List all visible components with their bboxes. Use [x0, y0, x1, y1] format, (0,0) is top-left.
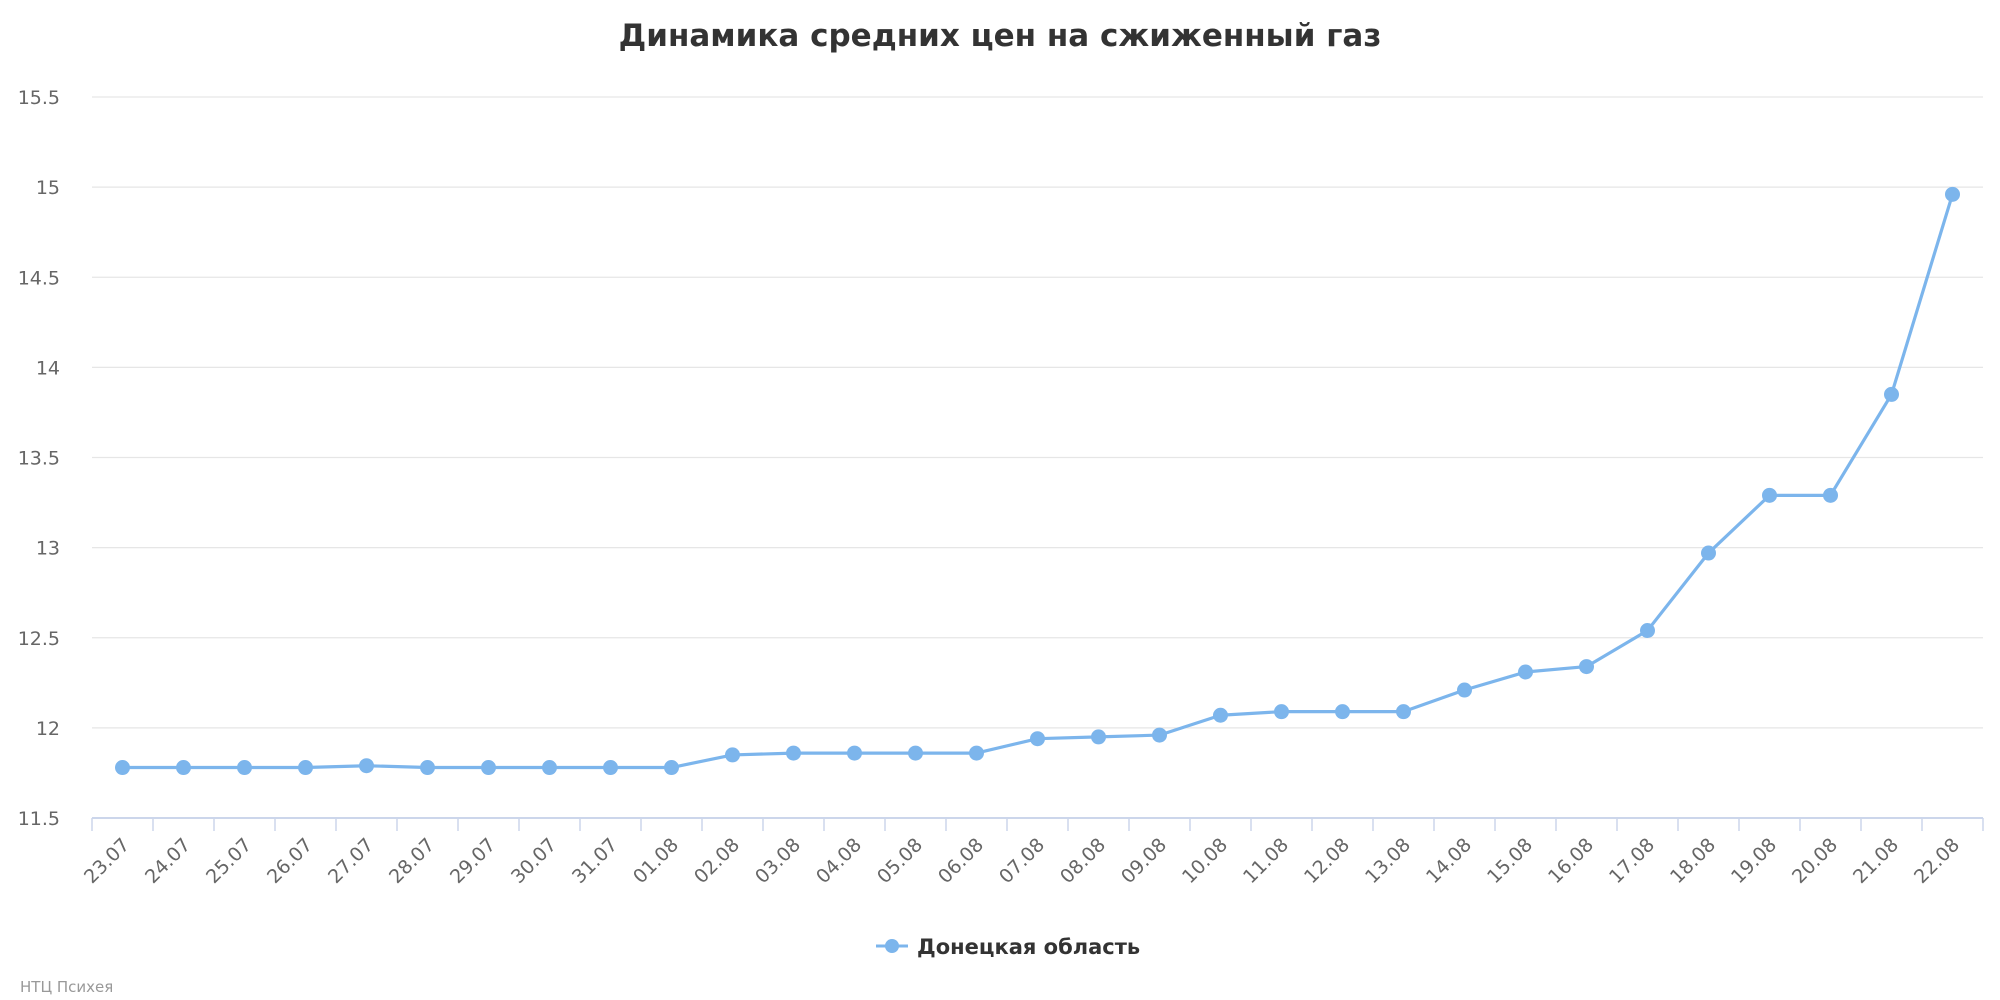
y-tick-label: 15.5 [18, 87, 60, 109]
x-tick-label: 26.07 [263, 834, 317, 888]
x-tick-label: 19.08 [1727, 834, 1781, 888]
y-tick-label: 12.5 [18, 628, 60, 650]
x-tick-label: 07.08 [995, 834, 1049, 888]
x-tick-label: 16.08 [1544, 834, 1598, 888]
data-point[interactable] [1152, 727, 1167, 743]
data-point[interactable] [725, 747, 740, 763]
x-tick-label: 03.08 [751, 834, 805, 888]
data-point[interactable] [786, 745, 801, 761]
x-tick-label: 13.08 [1361, 834, 1415, 888]
x-tick-label: 20.08 [1788, 834, 1842, 888]
x-tick-label: 09.08 [1117, 834, 1171, 888]
data-point[interactable] [237, 760, 252, 776]
x-tick-label: 28.07 [385, 834, 439, 888]
data-point[interactable] [481, 760, 496, 776]
legend-marker-icon [885, 939, 899, 953]
y-tick-label: 14 [36, 357, 60, 379]
x-tick-label: 08.08 [1056, 834, 1110, 888]
data-point[interactable] [1335, 704, 1350, 720]
x-tick-label: 30.07 [507, 834, 561, 888]
x-tick-label: 15.08 [1483, 834, 1537, 888]
data-point[interactable] [1213, 707, 1228, 723]
x-tick-label: 10.08 [1178, 834, 1232, 888]
y-tick-label: 13.5 [18, 448, 60, 470]
y-tick-label: 13 [36, 538, 60, 560]
data-point[interactable] [1396, 704, 1411, 720]
y-tick-label: 12 [36, 718, 60, 740]
data-point[interactable] [1457, 682, 1472, 698]
credit-link[interactable]: НТЦ Психея [20, 978, 113, 996]
x-tick-label: 06.08 [934, 834, 988, 888]
data-point[interactable] [1762, 487, 1777, 503]
data-point[interactable] [176, 760, 191, 776]
data-point[interactable] [298, 760, 313, 776]
legend-label: Донецкая область [917, 935, 1140, 959]
x-tick-label: 25.07 [202, 834, 256, 888]
y-tick-label: 15 [36, 177, 60, 199]
data-point[interactable] [1030, 731, 1045, 747]
data-point[interactable] [1579, 659, 1594, 675]
data-point[interactable] [1945, 186, 1960, 202]
data-point[interactable] [115, 760, 130, 776]
data-point[interactable] [664, 760, 679, 776]
data-point[interactable] [603, 760, 618, 776]
x-tick-label: 27.07 [324, 834, 378, 888]
x-tick-label: 02.08 [690, 834, 744, 888]
x-tick-label: 14.08 [1422, 834, 1476, 888]
series-line [122, 193, 1955, 770]
x-tick-label: 11.08 [1239, 834, 1293, 888]
data-point[interactable] [969, 745, 984, 761]
y-tick-label: 11.5 [18, 808, 60, 830]
x-tick-label: 22.08 [1910, 834, 1964, 888]
series-donetsk[interactable] [115, 186, 1960, 776]
x-tick-label: 05.08 [873, 834, 927, 888]
chart-title: Динамика средних цен на сжиженный газ [619, 18, 1382, 54]
data-point[interactable] [1701, 545, 1716, 561]
y-tick-label: 14.5 [18, 267, 60, 289]
y-axis: 11.5 12 12.5 13 13.5 14 14.5 15 15.5 [18, 87, 60, 830]
data-point[interactable] [1518, 664, 1533, 680]
data-point[interactable] [1884, 386, 1899, 402]
data-point[interactable] [420, 760, 435, 776]
grid-lines [92, 96, 1983, 729]
data-point[interactable] [1274, 704, 1289, 720]
data-point[interactable] [908, 745, 923, 761]
x-tick-label: 24.07 [141, 834, 195, 888]
x-tick-label: 01.08 [629, 834, 683, 888]
legend-item[interactable]: Донецкая область [876, 935, 1140, 959]
x-tick-label: 23.07 [80, 834, 134, 888]
data-point[interactable] [1091, 729, 1106, 745]
x-tick-label: 21.08 [1849, 834, 1903, 888]
x-axis: 23.07 24.07 25.07 26.07 27.07 28.07 29.07 30.07… [80, 817, 1984, 888]
x-tick-label: 31.07 [568, 834, 622, 888]
data-point[interactable] [1640, 623, 1655, 639]
x-tick-label: 12.08 [1300, 834, 1354, 888]
data-point[interactable] [847, 745, 862, 761]
x-tick-label: 29.07 [446, 834, 500, 888]
data-point[interactable] [359, 758, 374, 774]
data-point[interactable] [1823, 487, 1838, 503]
x-tick-label: 17.08 [1605, 834, 1659, 888]
x-tick-label: 18.08 [1666, 834, 1720, 888]
x-tick-label: 04.08 [812, 834, 866, 888]
data-point[interactable] [542, 760, 557, 776]
